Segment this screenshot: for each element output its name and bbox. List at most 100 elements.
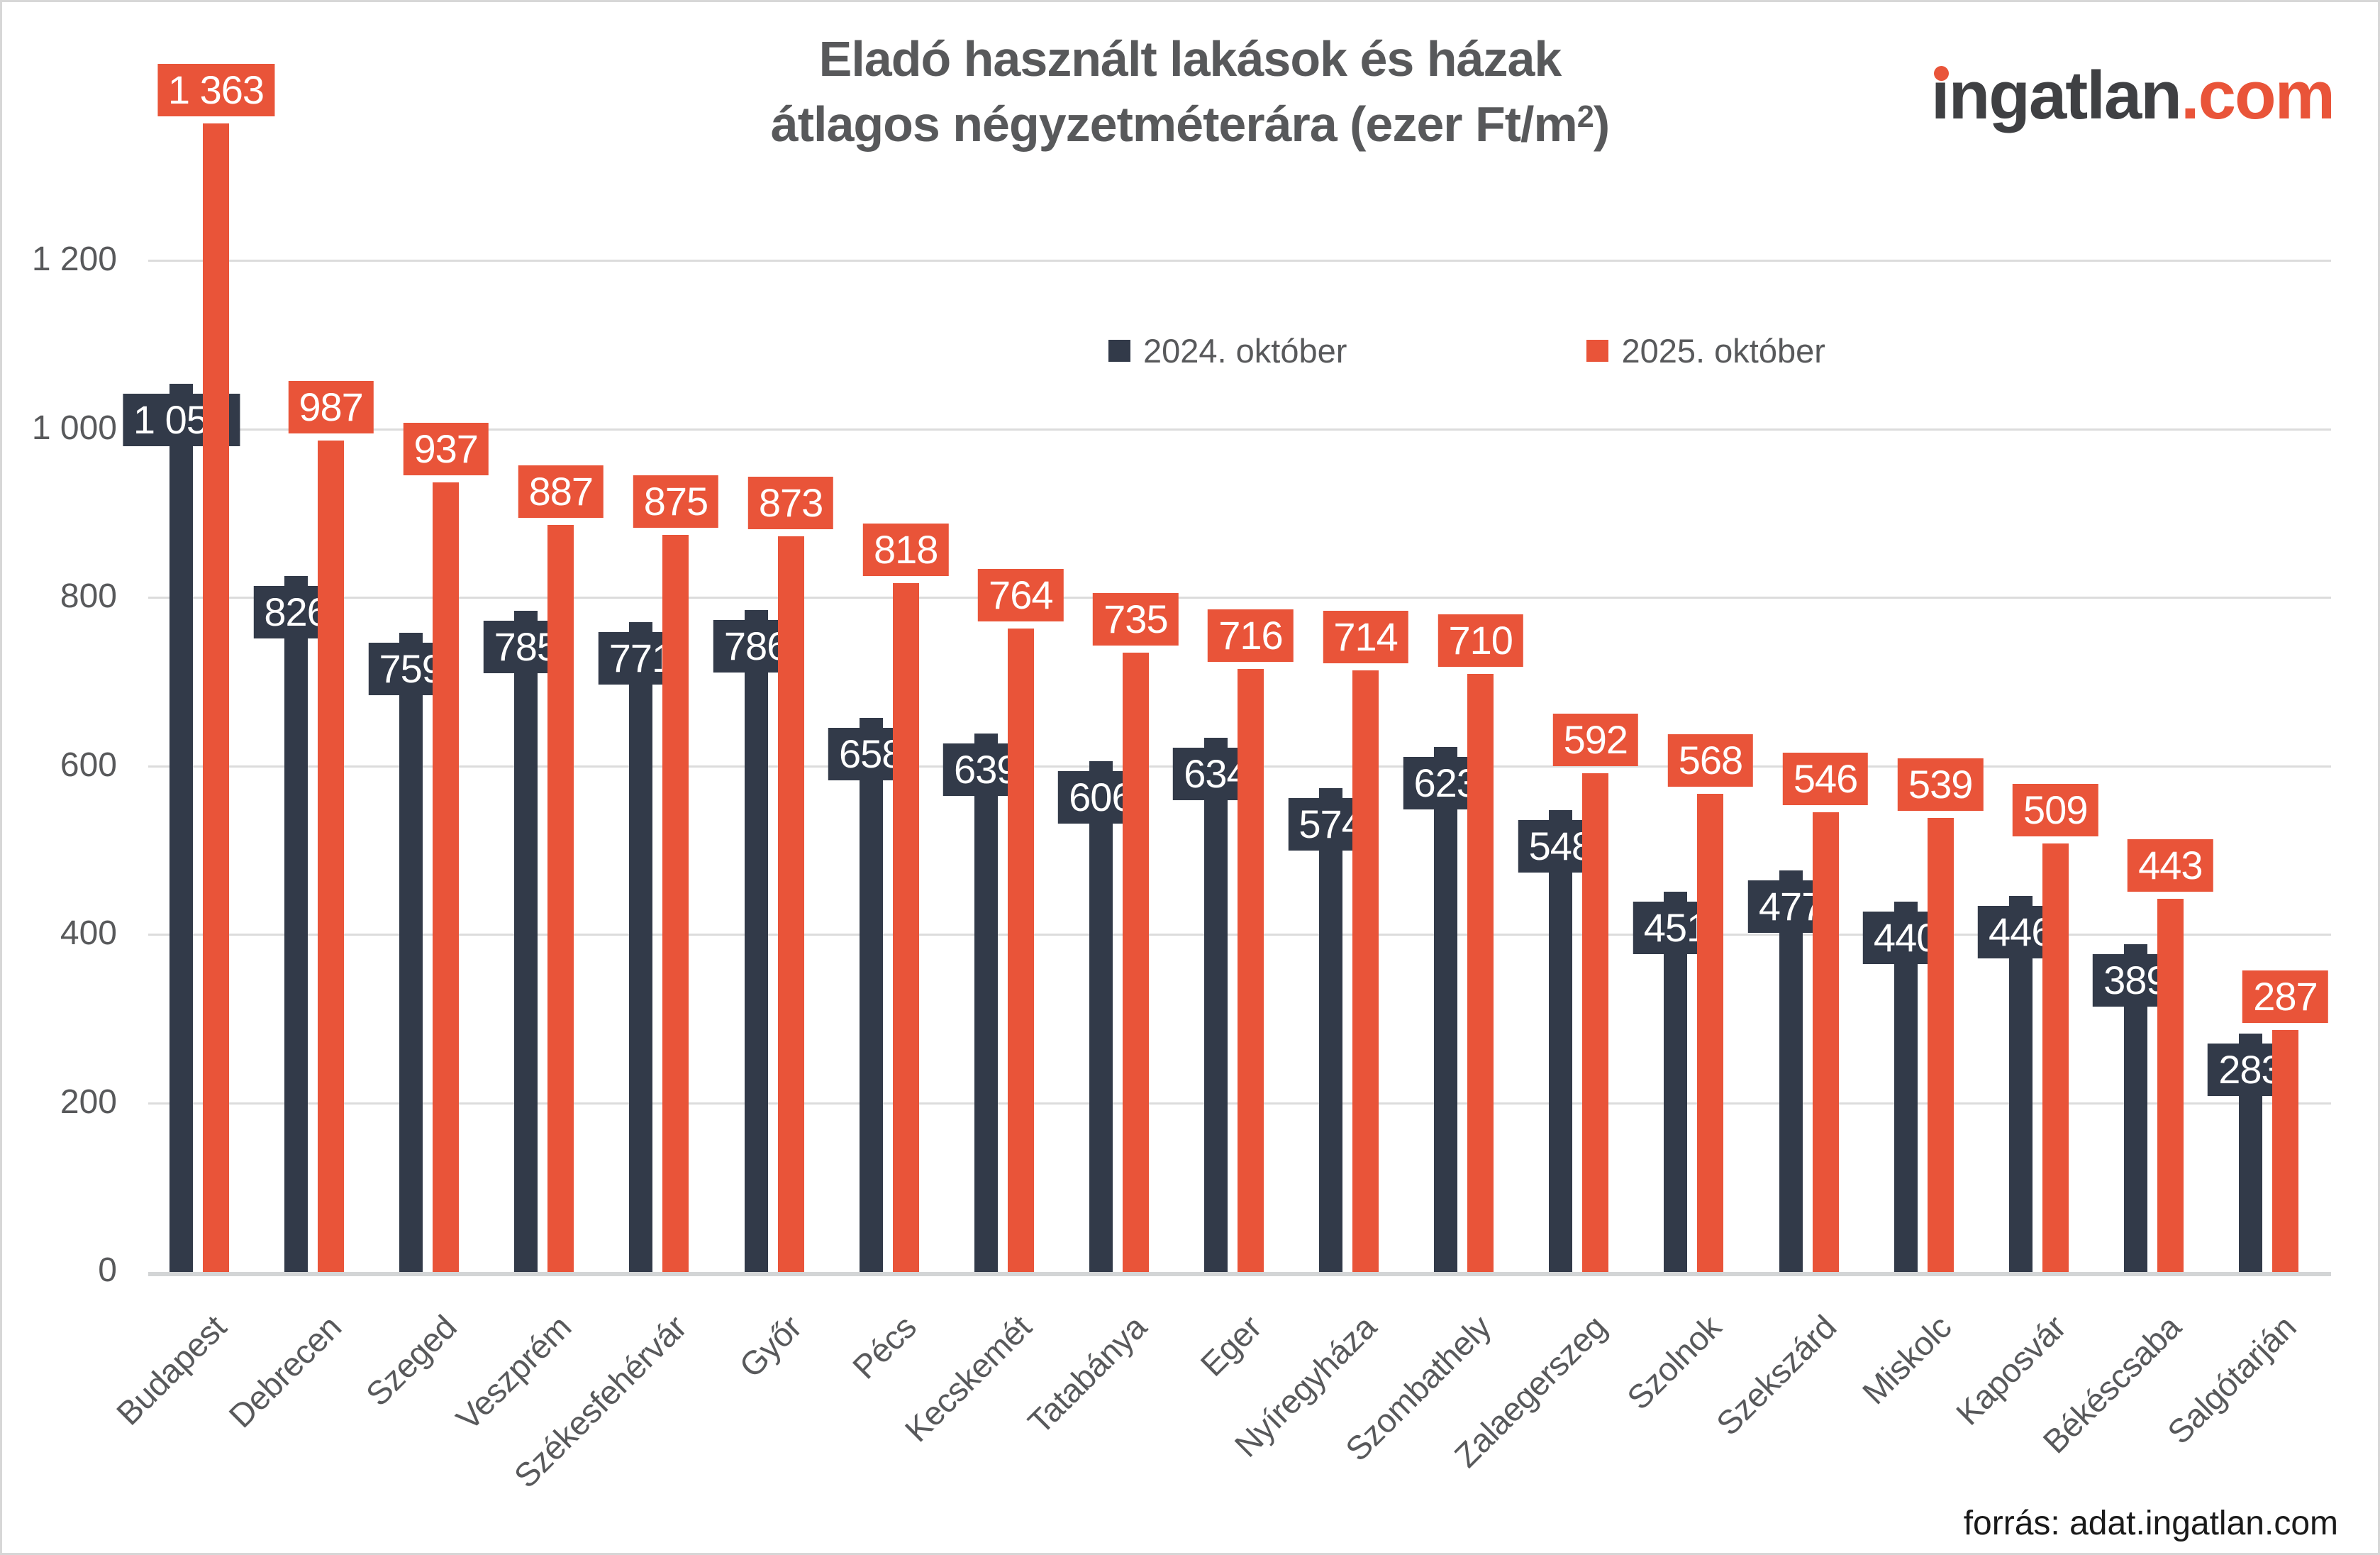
bar-2025: 568 [1667,734,1754,1272]
bar-2025: 509 [2013,783,2098,1272]
x-axis-line [148,1272,2331,1276]
bar-2024: 548 [1518,810,1604,1272]
value-label-2025: 509 [2013,783,2098,836]
value-label-2025: 539 [1897,758,1984,811]
bar-group: 786 873 Győr [713,477,834,1385]
bar-2025: 539 [1897,758,1984,1272]
bar-group: 283 287 Salgótarján [2160,970,2328,1451]
legend-item-2025: 2025. október [1586,331,1825,370]
x-tick-label: Miskolc [1854,1307,1958,1412]
bar-2024: 440 [1862,901,1949,1272]
bar-2024: 658 [828,717,914,1272]
y-tick-label: 1 000 [31,409,117,447]
legend: 2024. október 2025. október [1108,331,1825,370]
bar-2024: 1 054 [122,384,240,1272]
bar-group: 623 710 Szombathely [1338,614,1523,1468]
bar-group: 446 509 Kaposvár [1949,783,2098,1432]
y-tick-label: 800 [60,577,117,615]
value-label-2025: 287 [2242,970,2328,1024]
bar-2024: 574 [1288,788,1374,1272]
superscript-2: 2 [1577,100,1594,135]
bar-group: 785 887 Veszprém [449,465,604,1437]
ingatlan-logo: ingatlan.com [1931,62,2335,130]
x-tick-label: Budapest [109,1307,234,1432]
x-tick-label: Szeged [358,1307,464,1413]
plot-area: 1 054 1 363 Budapest 826 987 Debrecen 759 937 Sz… [32,59,2331,1495]
bar-2025: 443 [2128,839,2213,1272]
bar-2025: 875 [633,475,719,1272]
bar-2025: 1 363 [157,64,275,1272]
bar-2024: 283 [2208,1033,2293,1272]
bar-group: 606 735 Tatabánya [1020,593,1179,1441]
value-label-2025: 735 [1093,593,1179,646]
bar-2024: 639 [943,734,1029,1272]
bar-2024: 785 [483,610,569,1272]
bar-2024: 771 [598,622,684,1272]
logo-brand: ingatlan [1930,57,2182,133]
bar-2025: 818 [862,523,949,1272]
bar-2025: 716 [1208,609,1294,1272]
value-label-2025: 873 [747,477,834,530]
value-label-2025: 1 363 [157,64,275,117]
x-tick-label: Pécs [845,1307,923,1386]
value-label-2025: 764 [978,568,1064,621]
value-label-2025: 710 [1438,614,1523,667]
gridline [148,597,2331,599]
value-label-2025: 714 [1323,611,1408,664]
bar-2024: 389 [2093,944,2179,1272]
value-label-2025: 875 [633,475,719,528]
bar-group: 658 818 Pécs [828,523,949,1386]
logo-i-dot-icon [1933,66,1949,81]
y-tick-label: 200 [60,1083,117,1121]
legend-swatch-2025 [1586,340,1609,362]
x-tick-label: Győr [731,1307,808,1385]
bar-group: 1 054 1 363 Budapest [109,64,275,1432]
value-label-2025: 818 [862,523,949,576]
value-label-2025: 546 [1782,752,1869,805]
bar-2025: 546 [1782,752,1869,1272]
value-label-2025: 937 [403,423,489,476]
y-tick-label: 0 [98,1251,117,1289]
value-label-2025: 568 [1667,734,1754,787]
bar-2025: 735 [1093,593,1179,1272]
x-tick-label: Szolnok [1619,1307,1728,1417]
bar-2025: 287 [2242,970,2328,1272]
bar-group: 639 764 Kecskemét [897,568,1064,1449]
bar-2024: 759 [368,632,454,1272]
x-tick-label: Szekszárd [1708,1307,1843,1443]
legend-label-2025: 2025. október [1621,332,1825,370]
bar-2025: 987 [288,380,374,1272]
y-tick-label: 600 [60,746,117,784]
bar-group: 451 568 Szolnok [1619,734,1754,1417]
bar-2024: 623 [1403,747,1489,1272]
value-label-2025: 987 [288,380,374,433]
bar-2024: 606 [1058,761,1144,1272]
chart-title: Eladó használt lakások és házak átlagos … [2,26,2378,164]
x-tick-label: Eger [1192,1307,1269,1383]
y-tick-label: 1 200 [31,240,117,278]
bar-2024: 451 [1633,892,1719,1272]
bar-group: 389 443 Békéscsaba [2035,839,2213,1461]
bar-2025: 887 [518,465,604,1272]
chart-title-line2: átlagos négyzetméterára (ezer Ft/m2) [770,96,1610,152]
source-credit: forrás: adat.ingatlan.com [1963,1505,2338,1542]
bar-2024: 786 [713,609,799,1272]
bar-2024: 446 [1978,896,2064,1272]
value-label-2025: 443 [2128,839,2213,892]
bar-2025: 592 [1552,714,1639,1272]
legend-item-2024: 2024. október [1108,331,1347,370]
bar-2025: 937 [403,423,489,1272]
bar-2025: 764 [978,568,1064,1272]
value-label-2025: 592 [1552,714,1639,766]
bar-groups: 1 054 1 363 Budapest 826 987 Debrecen 759 937 Sz… [109,59,2331,1495]
bar-group: 440 539 Miskolc [1854,758,1984,1412]
value-label-2025: 716 [1208,609,1294,662]
bar-group: 634 716 Eger [1173,609,1294,1383]
bar-group: 548 592 Zalaegerszeg [1447,714,1639,1474]
chart-title-line1: Eladó használt lakások és házak [818,31,1562,87]
bar-2025: 714 [1323,611,1408,1272]
bar-group: 477 546 Szekszárd [1708,752,1869,1442]
y-tick-label: 400 [60,914,117,952]
gridline [148,428,2331,431]
